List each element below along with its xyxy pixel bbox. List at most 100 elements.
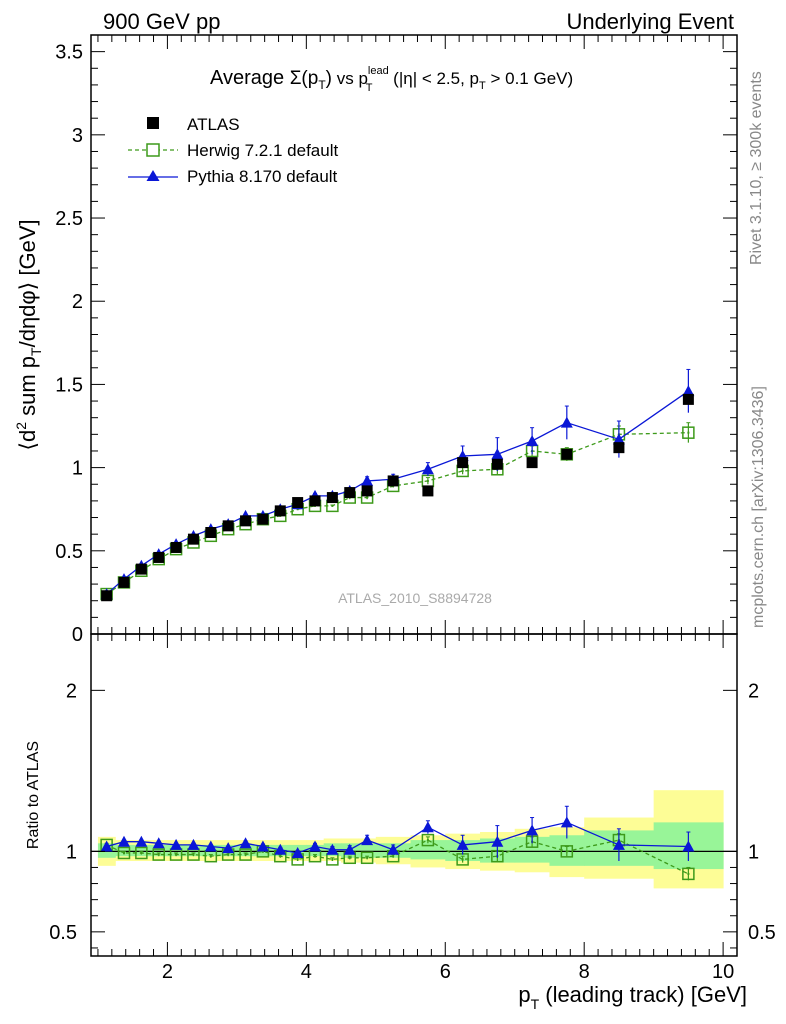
main-ytick-label: 0.5 [55, 541, 83, 563]
title-cut1: (|η| < 2.5, p [388, 69, 479, 88]
xtick-label: 2 [162, 961, 173, 983]
main-atlas-point [101, 590, 113, 602]
ratio-herwig-point-dot [348, 856, 351, 859]
ratio-ytick-label: 2 [66, 680, 77, 702]
ratio-pythia-point [187, 838, 200, 850]
legend-label-pythia: Pythia 8.170 default [187, 167, 338, 186]
main-atlas-point [292, 497, 304, 509]
ratio-herwig-point-dot [461, 858, 464, 861]
main-herwig-point-dot [461, 469, 464, 472]
main-atlas-point [222, 520, 234, 532]
ratio-herwig-point-dot [392, 855, 395, 858]
ratio-herwig-point-dot [314, 855, 317, 858]
main-panel: 00.511.522.533.5 Average Σ(pT) vs plead T… [13, 34, 738, 646]
rivet-label: Rivet 3.1.10, ≥ 300k events [748, 71, 765, 265]
main-atlas-point [170, 541, 182, 553]
ratio-pythia-point [526, 824, 539, 836]
main-pythia-point [560, 416, 573, 428]
main-pythia-point [421, 463, 434, 475]
xtick-label: 8 [579, 961, 590, 983]
ratio-herwig-point [117, 846, 131, 860]
title-cut2: > 0.1 GeV) [486, 69, 573, 88]
title-sigma-close: ) [326, 68, 332, 89]
ratio-ylabel: Ratio to ATLAS [25, 741, 42, 849]
legend-marker-atlas [147, 117, 159, 129]
main-atlas-point [344, 487, 356, 499]
ratio-pythia-point [491, 835, 504, 847]
main-ytick-label: 2 [72, 291, 83, 313]
ratio-pythia-point [204, 840, 217, 852]
main-herwig-point-dot [687, 431, 690, 434]
main-atlas-point [561, 448, 573, 460]
main-herwig-point [682, 426, 695, 439]
ratio-herwig-point-dot [331, 858, 334, 861]
ratio-herwig-point-dot [426, 839, 429, 842]
ratio-pythia-point [361, 834, 374, 846]
analysis-watermark: ATLAS_2010_S8894728 [338, 590, 492, 606]
xtick-label: 10 [712, 961, 734, 983]
main-herwig-point-dot [426, 479, 429, 482]
main-ytick-label: 2.5 [55, 208, 83, 230]
main-ticks: 0 0.5 1 1.5 2 2.5 3 3.5 [55, 35, 737, 646]
main-atlas-point [309, 495, 321, 507]
ylabel-p3: /dηdφ⟩ [GeV] [15, 219, 40, 347]
main-herwig-line [106, 432, 689, 595]
ratio-herwig-point-dot [175, 853, 178, 856]
main-pythia-point [526, 434, 539, 446]
ratio-pythia-point [309, 840, 322, 852]
main-atlas-point [118, 576, 130, 588]
main-atlas-point [613, 442, 625, 454]
xtick-label: 4 [301, 961, 312, 983]
ratio-herwig-point [152, 848, 165, 861]
ratio-herwig-point [421, 833, 435, 847]
legend-label-herwig: Herwig 7.2.1 default [187, 141, 338, 160]
ratio-ytick-label: 0.5 [49, 922, 77, 944]
ratio-pythia-point [152, 837, 165, 849]
ylabel-p2: sum p [15, 356, 40, 422]
ratio-herwig-point-dot [140, 851, 143, 854]
header-right: Underlying Event [566, 9, 734, 34]
ratio-pythia-point [326, 843, 339, 855]
ratio-pythia-point [682, 840, 695, 852]
ratio-herwig-point-dot [227, 853, 230, 856]
ratio-xlabel: pT (leading track) [GeV] [518, 982, 747, 1012]
ratio-pythia-point [222, 842, 235, 854]
ratio-pythia-point [456, 838, 469, 850]
ratio-pythia-point [135, 835, 148, 847]
ratio-herwig-point-dot [687, 872, 690, 875]
main-atlas-point [361, 485, 373, 497]
main-ylabel: ⟨d2 sum pT/dηdφ⟩ [GeV] [13, 219, 44, 450]
ylabel-sup: 2 [13, 422, 29, 430]
legend-marker-herwig [146, 143, 160, 157]
main-ytick-label: 3.5 [55, 42, 83, 64]
ratio-ytick-label-right: 2 [748, 680, 759, 702]
main-atlas-point [135, 563, 147, 575]
ratio-ytick-label-right: 0.5 [748, 922, 776, 944]
ratio-pythia-point [387, 843, 400, 855]
ratio-herwig-point [135, 846, 148, 860]
ratio-band-green [358, 843, 377, 858]
ratio-band-green [167, 844, 186, 857]
title-vs-sup: lead [368, 65, 389, 77]
main-pythia-point [612, 433, 625, 445]
main-atlas-point [240, 515, 252, 527]
main-pythia-line [106, 390, 689, 595]
title-vs-sub: T [366, 82, 373, 94]
main-atlas-point [274, 505, 286, 517]
title-pre: Average [210, 67, 290, 89]
main-atlas-point [205, 527, 217, 539]
header-left: 900 GeV pp [103, 9, 220, 34]
ratio-herwig-point-dot [209, 855, 212, 858]
main-atlas-point [153, 551, 165, 563]
ratio-band-green [150, 844, 168, 857]
ratio-ytick-label: 1 [66, 841, 77, 863]
ratio-herwig-point-dot [279, 855, 282, 858]
xlabel-sub: T [531, 996, 540, 1012]
ratio-herwig-point [360, 851, 374, 865]
main-atlas-point [326, 492, 338, 504]
main-pythia-point [361, 474, 374, 486]
xlabel-p2: (leading track) [GeV] [539, 982, 747, 1007]
ratio-herwig-point-dot [192, 853, 195, 856]
xtick-label: 6 [440, 961, 451, 983]
